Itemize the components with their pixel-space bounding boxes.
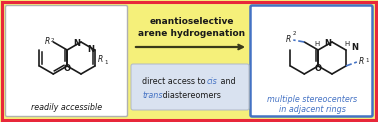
Text: arene hydrogenation: arene hydrogenation (138, 29, 246, 37)
FancyBboxPatch shape (131, 64, 249, 110)
Text: N: N (324, 39, 331, 47)
Text: and: and (218, 77, 235, 86)
Text: 2: 2 (50, 38, 54, 43)
Text: R: R (286, 36, 291, 45)
Text: trans: trans (142, 91, 163, 100)
Text: O: O (314, 64, 322, 73)
Text: H: H (344, 41, 350, 47)
Text: N: N (351, 44, 358, 52)
Text: readily accessible: readily accessible (31, 102, 102, 112)
Text: cis: cis (207, 77, 218, 86)
Text: 2: 2 (292, 31, 296, 36)
Text: direct access to: direct access to (142, 77, 208, 86)
Text: 1: 1 (104, 60, 107, 65)
Text: R: R (45, 37, 50, 46)
FancyBboxPatch shape (6, 5, 127, 117)
Text: diastereomers: diastereomers (160, 91, 221, 100)
Text: in adjacent rings: in adjacent rings (279, 105, 345, 113)
Text: H: H (314, 41, 320, 47)
Text: O: O (64, 64, 71, 73)
FancyBboxPatch shape (251, 5, 372, 117)
Text: N: N (73, 39, 80, 47)
Text: R: R (359, 56, 364, 66)
Text: N: N (87, 46, 94, 55)
Text: multiple stereocenters: multiple stereocenters (267, 95, 357, 103)
Text: 1: 1 (365, 58, 368, 63)
Text: enantioselective: enantioselective (150, 17, 234, 26)
Text: R: R (98, 55, 103, 64)
